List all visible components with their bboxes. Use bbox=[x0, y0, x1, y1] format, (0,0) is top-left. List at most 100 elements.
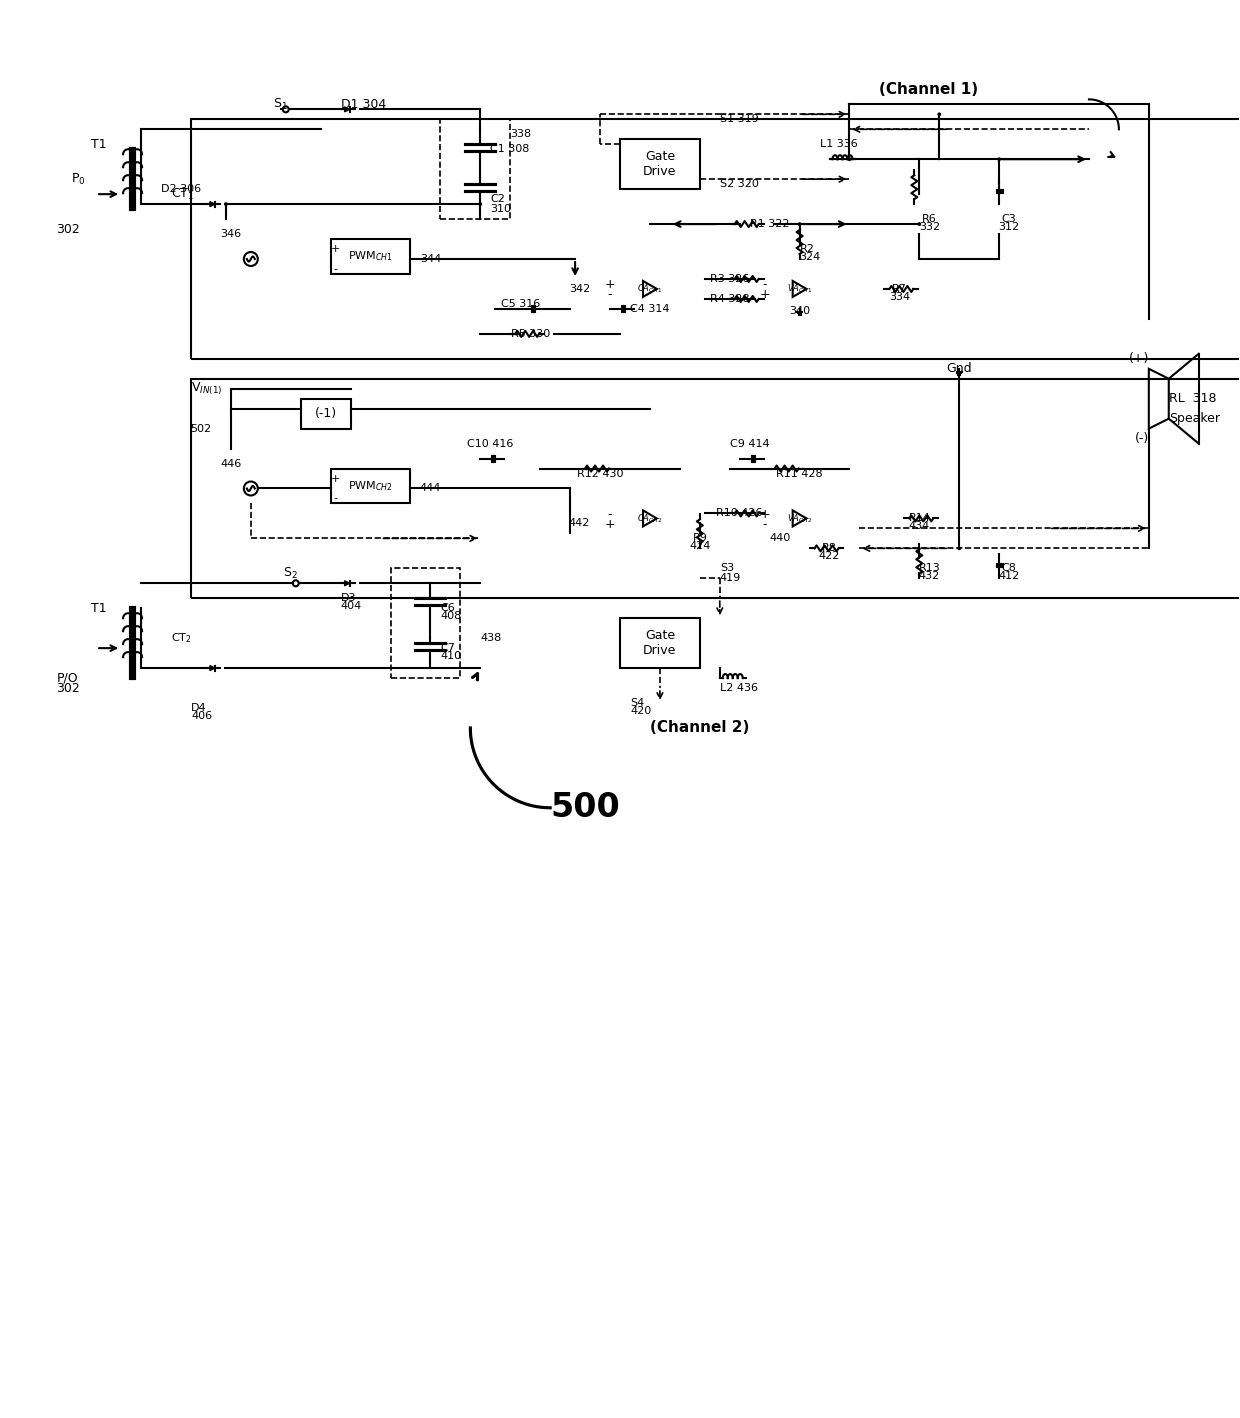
Text: 432: 432 bbox=[919, 571, 940, 581]
Text: Speaker: Speaker bbox=[1169, 413, 1220, 425]
Bar bbox=[191, 379, 1240, 598]
Text: D2 306: D2 306 bbox=[161, 184, 201, 194]
Text: S$_2$: S$_2$ bbox=[284, 566, 298, 581]
Text: L1 336: L1 336 bbox=[820, 139, 857, 149]
Text: 440: 440 bbox=[769, 533, 790, 543]
Text: -: - bbox=[608, 508, 613, 520]
Text: PWM$_{CH1}$: PWM$_{CH1}$ bbox=[348, 250, 393, 264]
Circle shape bbox=[959, 547, 961, 550]
Text: S1 319: S1 319 bbox=[719, 115, 759, 125]
Text: R3 326: R3 326 bbox=[711, 274, 749, 284]
Text: S2 320: S2 320 bbox=[719, 179, 759, 189]
Text: 424: 424 bbox=[689, 542, 711, 552]
Text: 310: 310 bbox=[490, 204, 511, 214]
Bar bbox=[440, 119, 510, 220]
Text: S3: S3 bbox=[719, 563, 734, 573]
Bar bbox=[620, 618, 699, 668]
Text: R6: R6 bbox=[921, 214, 936, 224]
Text: C1 308: C1 308 bbox=[490, 145, 529, 155]
Text: R7: R7 bbox=[892, 284, 906, 294]
Text: Gnd: Gnd bbox=[946, 362, 972, 376]
Text: 338: 338 bbox=[510, 129, 532, 139]
Text: (+): (+) bbox=[1128, 352, 1148, 366]
Text: 422: 422 bbox=[818, 552, 841, 562]
Text: 324: 324 bbox=[800, 252, 821, 262]
Text: R1 322: R1 322 bbox=[750, 220, 790, 230]
Text: +: + bbox=[331, 244, 340, 254]
Text: 434: 434 bbox=[909, 522, 930, 532]
Text: (-): (-) bbox=[1135, 432, 1148, 445]
Text: 346: 346 bbox=[221, 230, 242, 240]
Text: 302: 302 bbox=[56, 223, 81, 235]
Text: 419: 419 bbox=[719, 573, 742, 583]
Text: -: - bbox=[334, 264, 337, 274]
Text: -: - bbox=[763, 518, 766, 530]
Text: PWM$_{CH2}$: PWM$_{CH2}$ bbox=[348, 479, 393, 493]
Text: 342: 342 bbox=[569, 284, 590, 294]
Text: C5 316: C5 316 bbox=[501, 299, 541, 309]
Text: 334: 334 bbox=[889, 292, 910, 302]
Text: +: + bbox=[331, 474, 340, 484]
Text: P/O: P/O bbox=[56, 672, 78, 685]
Text: CA$_{CH1}$: CA$_{CH1}$ bbox=[637, 282, 662, 295]
Text: -: - bbox=[334, 493, 337, 503]
Circle shape bbox=[224, 203, 227, 206]
Text: +: + bbox=[605, 518, 615, 530]
Text: 412: 412 bbox=[998, 571, 1019, 581]
Circle shape bbox=[479, 203, 481, 206]
Text: 420: 420 bbox=[630, 706, 651, 716]
Text: 340: 340 bbox=[789, 306, 810, 316]
Text: 312: 312 bbox=[998, 223, 1019, 233]
Text: 410: 410 bbox=[440, 651, 461, 661]
Text: (-1): (-1) bbox=[315, 407, 337, 420]
Text: +: + bbox=[759, 288, 770, 302]
Polygon shape bbox=[345, 106, 350, 112]
Text: 502: 502 bbox=[190, 424, 211, 434]
Circle shape bbox=[939, 113, 940, 115]
Bar bbox=[331, 240, 410, 274]
Text: CA$_{CH2}$: CA$_{CH2}$ bbox=[637, 512, 662, 525]
Text: R4 328: R4 328 bbox=[711, 294, 749, 303]
Polygon shape bbox=[210, 201, 215, 207]
Text: VA$_{CH1}$: VA$_{CH1}$ bbox=[787, 282, 812, 295]
Text: R10 426: R10 426 bbox=[717, 509, 763, 519]
Text: R2: R2 bbox=[800, 244, 815, 254]
Text: D1 304: D1 304 bbox=[341, 98, 386, 111]
Text: C10 416: C10 416 bbox=[467, 438, 513, 448]
Text: 438: 438 bbox=[480, 634, 501, 644]
Text: D3: D3 bbox=[341, 593, 356, 603]
Text: S$_1$: S$_1$ bbox=[273, 96, 288, 112]
Text: C2: C2 bbox=[490, 194, 505, 204]
Text: Gate
Drive: Gate Drive bbox=[644, 630, 677, 657]
Text: R8: R8 bbox=[822, 543, 837, 553]
Text: C4 314: C4 314 bbox=[630, 303, 670, 313]
Text: S4: S4 bbox=[630, 698, 645, 708]
Text: CT$_2$: CT$_2$ bbox=[171, 631, 192, 645]
Text: 444: 444 bbox=[419, 484, 441, 493]
Text: 446: 446 bbox=[221, 458, 242, 468]
Text: (Channel 1): (Channel 1) bbox=[879, 82, 978, 96]
Text: C3: C3 bbox=[1002, 214, 1017, 224]
Text: -: - bbox=[763, 278, 766, 292]
Text: R12 430: R12 430 bbox=[577, 468, 624, 478]
Text: C6: C6 bbox=[440, 603, 455, 613]
Text: Gate
Drive: Gate Drive bbox=[644, 150, 677, 179]
Bar bbox=[391, 569, 460, 678]
Text: 302: 302 bbox=[56, 682, 81, 695]
Bar bbox=[331, 468, 410, 503]
Text: +: + bbox=[605, 278, 615, 292]
Text: L2 436: L2 436 bbox=[719, 683, 758, 693]
Text: 344: 344 bbox=[420, 254, 441, 264]
Text: R9: R9 bbox=[692, 533, 707, 543]
Text: CT$_1$: CT$_1$ bbox=[171, 187, 195, 201]
Circle shape bbox=[799, 223, 801, 225]
Text: R14: R14 bbox=[909, 513, 930, 523]
Circle shape bbox=[848, 157, 851, 160]
Text: C7: C7 bbox=[440, 644, 455, 654]
Text: 406: 406 bbox=[191, 710, 212, 720]
Text: VA$_{CH2}$: VA$_{CH2}$ bbox=[787, 512, 812, 525]
Text: R13: R13 bbox=[919, 563, 940, 573]
Text: R5 330: R5 330 bbox=[511, 329, 549, 339]
Text: -: - bbox=[608, 288, 613, 302]
Text: T1: T1 bbox=[92, 601, 107, 615]
